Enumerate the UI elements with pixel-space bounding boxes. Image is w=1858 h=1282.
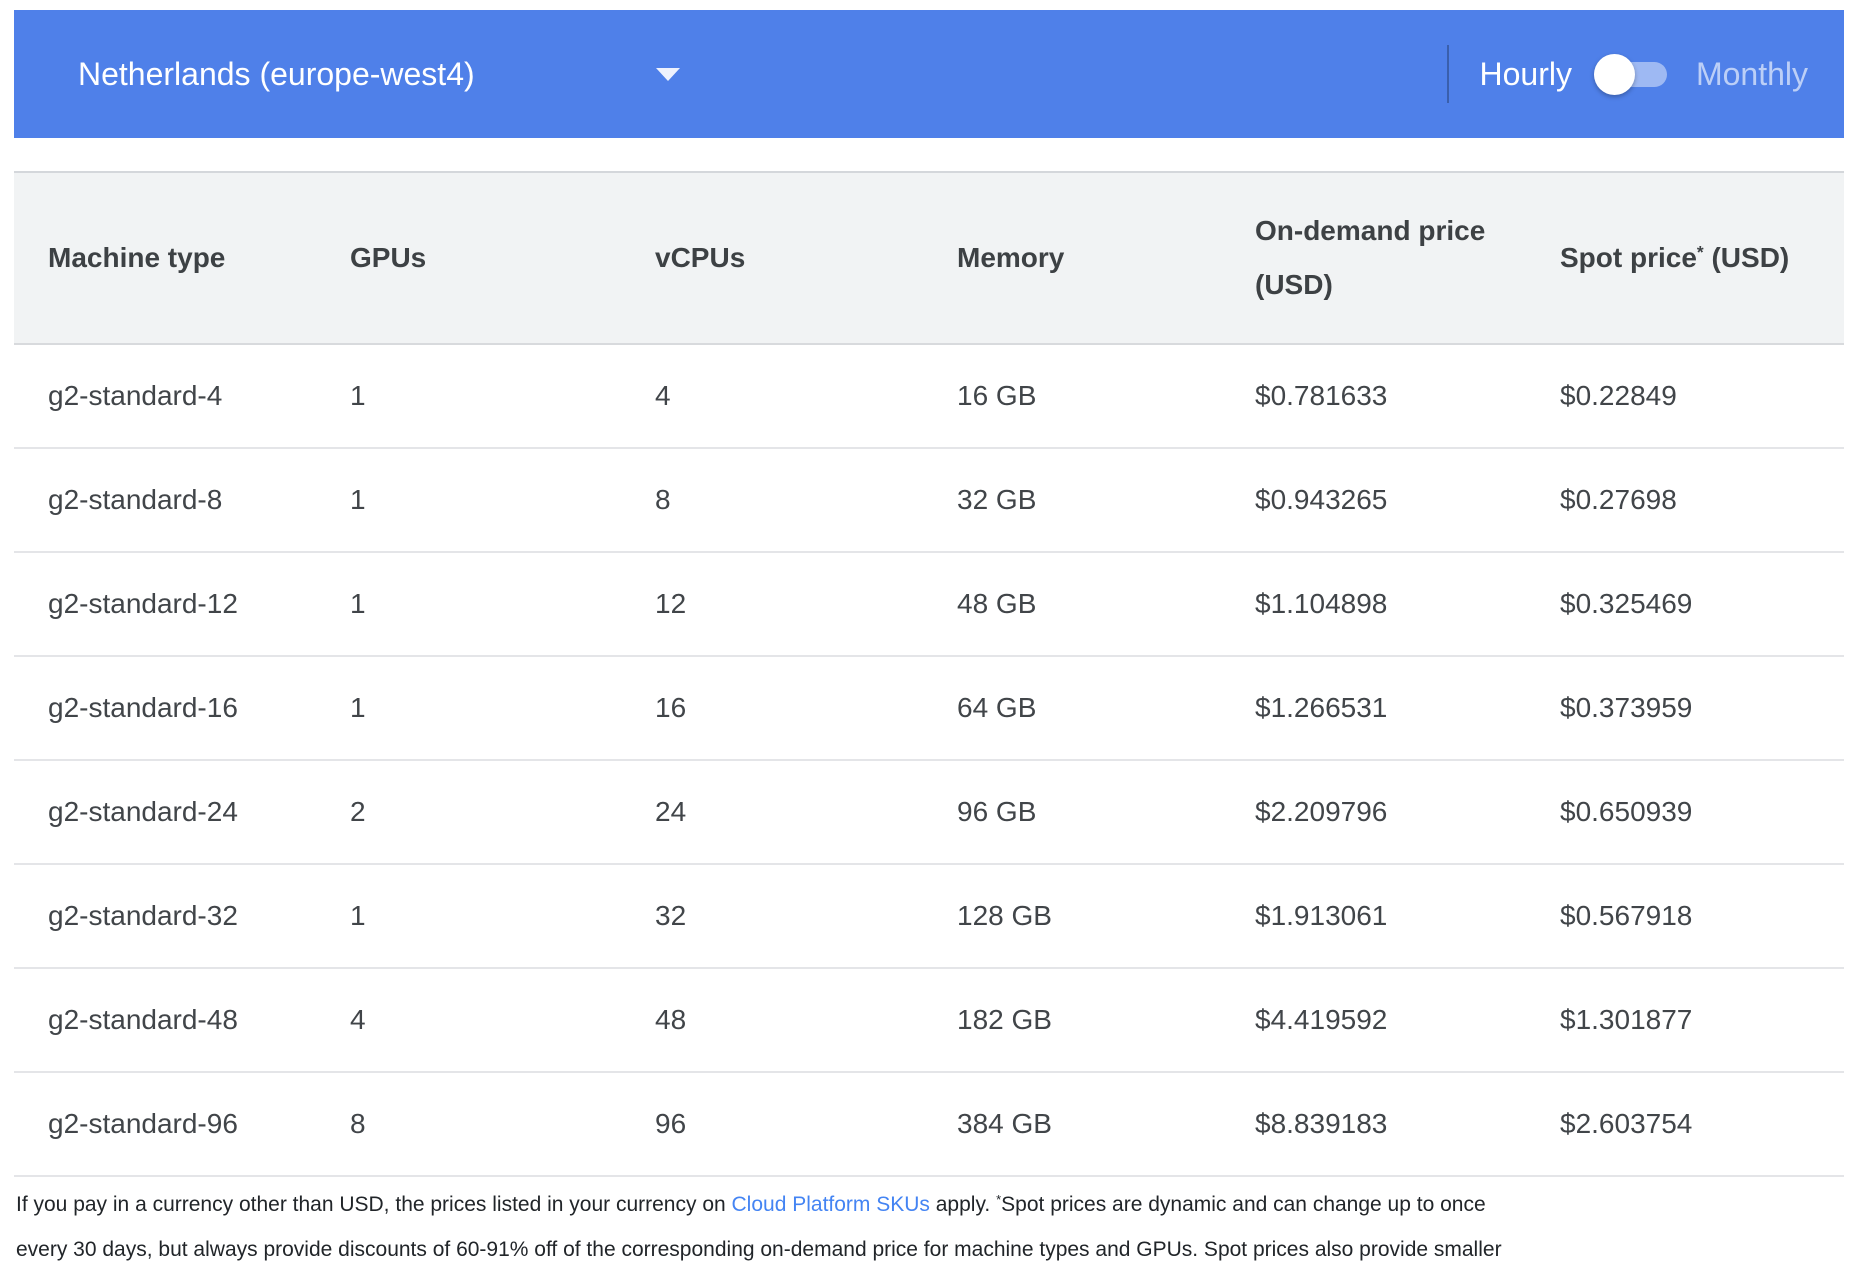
column-header-spot-price: Spot price* (USD) <box>1560 242 1790 274</box>
pricing-toolbar: Netherlands (europe-west4) Hourly Monthl… <box>14 10 1844 138</box>
table-cell: $0.781633 <box>1255 380 1388 411</box>
table-cell: 384 GB <box>957 1108 1052 1139</box>
table-cell: 16 GB <box>957 380 1037 411</box>
table-cell: $1.913061 <box>1255 900 1388 931</box>
table-cell: 24 <box>655 796 687 827</box>
table-cell: 1 <box>350 380 366 411</box>
pricing-table: Machine type GPUs vCPUs Memory On-demand… <box>14 171 1844 1177</box>
table-cell: g2-standard-16 <box>48 692 238 723</box>
table-row: g2-standard-4 1 4 16 GB $0.781633 $0.22849 <box>14 343 1844 447</box>
chevron-down-icon <box>656 67 680 81</box>
table-row: g2-standard-96 8 96 384 GB $8.839183 $2.60375… <box>14 1071 1844 1175</box>
pricing-footnote: If you pay in a currency other than USD,… <box>16 1183 1858 1271</box>
table-cell: g2-standard-32 <box>48 900 238 931</box>
table-cell: 1 <box>350 484 366 515</box>
table-cell: g2-standard-12 <box>48 588 238 619</box>
billing-period-toggle[interactable] <box>1593 53 1667 95</box>
table-cell: 8 <box>655 484 671 515</box>
table-cell: g2-standard-8 <box>48 484 223 515</box>
column-header-gpus: GPUs <box>350 242 427 274</box>
table-row: g2-standard-48 4 48 182 GB $4.419592 $1.30187… <box>14 967 1844 1071</box>
table-cell: 182 GB <box>957 1004 1052 1035</box>
toolbar-divider <box>1447 45 1450 103</box>
table-cell: g2-standard-48 <box>48 1004 238 1035</box>
table-cell: 48 <box>655 1004 687 1035</box>
table-row: g2-standard-16 1 16 64 GB $1.266531 $0.373959 <box>14 655 1844 759</box>
column-header-machine-type: Machine type <box>48 242 226 274</box>
table-cell: 4 <box>655 380 671 411</box>
table-cell: g2-standard-24 <box>48 796 238 827</box>
table-cell: 2 <box>350 796 366 827</box>
column-header-vcpus: vCPUs <box>655 242 746 274</box>
table-cell: $0.650939 <box>1560 796 1693 827</box>
table-cell: 32 GB <box>957 484 1037 515</box>
region-selector[interactable]: Netherlands (europe-west4) <box>78 56 680 93</box>
table-cell: 96 <box>655 1108 687 1139</box>
table-cell: $2.209796 <box>1255 796 1388 827</box>
table-cell: g2-standard-4 <box>48 380 223 411</box>
table-cell: 128 GB <box>957 900 1052 931</box>
table-cell: $1.266531 <box>1255 692 1388 723</box>
table-body: g2-standard-4 1 4 16 GB $0.781633 $0.22849 g2-… <box>14 343 1844 1177</box>
cloud-platform-skus-link[interactable]: Cloud Platform SKUs <box>731 1193 930 1216</box>
table-row: g2-standard-12 1 12 48 GB $1.104898 $0.325469 <box>14 551 1844 655</box>
table-row: g2-standard-24 2 24 96 GB $2.209796 $0.650939 <box>14 759 1844 863</box>
table-cell: $1.301877 <box>1560 1004 1693 1035</box>
table-cell: 16 <box>655 692 687 723</box>
table-row: g2-standard-32 1 32 128 GB $1.913061 $0.56791… <box>14 863 1844 967</box>
toggle-knob[interactable] <box>1593 53 1635 95</box>
table-cell: $0.567918 <box>1560 900 1693 931</box>
table-cell: $1.104898 <box>1255 588 1388 619</box>
table-cell: 12 <box>655 588 687 619</box>
region-selector-value: Netherlands (europe-west4) <box>78 55 475 92</box>
table-cell: $0.943265 <box>1255 484 1388 515</box>
toggle-label-monthly[interactable]: Monthly <box>1695 55 1808 92</box>
table-cell: $4.419592 <box>1255 1004 1388 1035</box>
table-cell: 8 <box>350 1108 366 1139</box>
table-cell: 1 <box>350 588 366 619</box>
table-cell: $0.27698 <box>1560 484 1677 515</box>
table-cell: 1 <box>350 900 366 931</box>
column-header-memory: Memory <box>957 242 1065 274</box>
table-cell: $8.839183 <box>1255 1108 1388 1139</box>
footnote-line-2: every 30 days, but always provide discou… <box>16 1238 1502 1261</box>
table-cell: 64 GB <box>957 692 1037 723</box>
table-cell: 96 GB <box>957 796 1037 827</box>
table-cell: $0.325469 <box>1560 588 1693 619</box>
table-cell: $0.373959 <box>1560 692 1693 723</box>
table-cell: 48 GB <box>957 588 1037 619</box>
table-header-row: Machine type GPUs vCPUs Memory On-demand… <box>14 171 1844 343</box>
table-cell: g2-standard-96 <box>48 1108 238 1139</box>
table-cell: 32 <box>655 900 687 931</box>
column-header-ondemand-price: On-demand price (USD) <box>1255 215 1486 300</box>
table-cell: $0.22849 <box>1560 380 1677 411</box>
footnote-asterisk: * <box>1696 242 1704 263</box>
table-row: g2-standard-8 1 8 32 GB $0.943265 $0.27698 <box>14 447 1844 551</box>
table-cell: 4 <box>350 1004 366 1035</box>
footnote-asterisk: * <box>996 1192 1002 1208</box>
toggle-label-hourly[interactable]: Hourly <box>1479 55 1572 92</box>
table-cell: 1 <box>350 692 366 723</box>
table-cell: $2.603754 <box>1560 1108 1693 1139</box>
footnote-line-1: If you pay in a currency other than USD,… <box>16 1192 1486 1216</box>
